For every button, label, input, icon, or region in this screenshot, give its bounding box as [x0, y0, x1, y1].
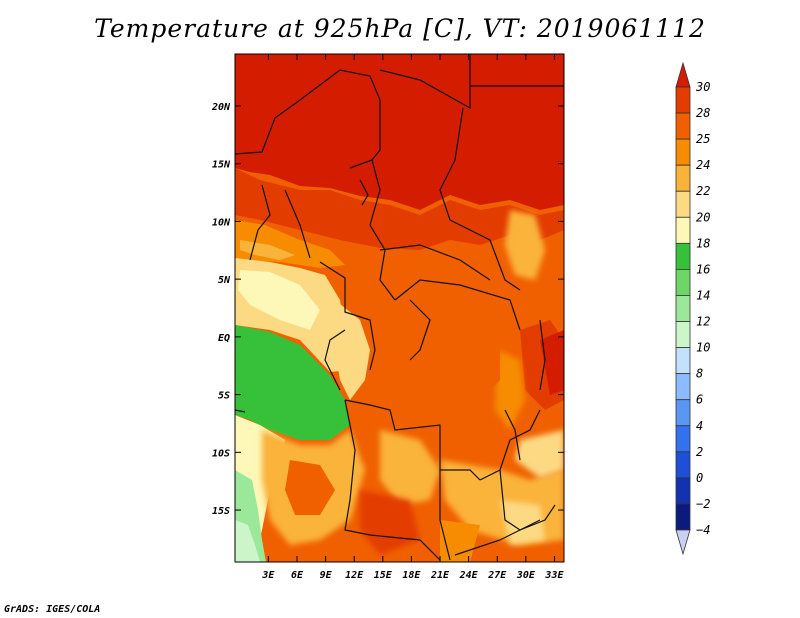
y-tick-label: 15S: [212, 506, 230, 517]
colorbar-label: 6: [696, 393, 703, 407]
colorbar-swatch: [675, 269, 691, 296]
colorbar-swatch: [675, 399, 691, 427]
colorbar-label: 10: [696, 341, 710, 355]
y-axis: 20N 15N 10N 5N EQ 5S 10S 15S: [211, 102, 564, 517]
colorbar-label: 24: [696, 158, 710, 172]
map-frame: [234, 53, 565, 563]
colorbar-swatch: [675, 425, 691, 453]
colorbar-top-triangle: [675, 61, 691, 88]
chart-title: Temperature at 925hPa [C], VT: 201906111…: [94, 14, 706, 43]
colorbar-label: 25: [696, 132, 710, 146]
x-tick-label: 24E: [459, 570, 479, 581]
colorbar-label: 22: [696, 184, 710, 198]
x-tick-label: 30E: [516, 570, 536, 581]
y-tick-label: 10N: [212, 217, 231, 228]
x-tick-label: 33E: [544, 570, 564, 581]
colorbar-label: 2: [696, 445, 703, 459]
colorbar-swatch: [675, 373, 691, 401]
y-tick-label: 10S: [212, 448, 230, 459]
x-tick-label: 21E: [430, 570, 450, 581]
y-tick-label: 5S: [218, 391, 230, 402]
x-tick-label: 6E: [291, 570, 304, 581]
colorbar-label: −4: [696, 523, 710, 537]
colorbar-swatch: [675, 347, 691, 375]
colorbar-label: 12: [696, 315, 710, 329]
colorbar-swatch: [675, 321, 691, 348]
colorbar-swatch: [675, 295, 691, 322]
x-tick-label: 12E: [345, 570, 364, 581]
x-tick-label: 15E: [374, 570, 393, 581]
colorbar-label: 28: [696, 106, 710, 120]
colorbar-swatch: [675, 164, 691, 192]
x-axis: 3E 6E 9E 12E 15E 18E 21E 24E 27E 30E 33E: [261, 54, 564, 581]
colorbar-bottom-triangle: [675, 529, 691, 556]
colorbar-label: 4: [696, 419, 703, 433]
country-borders: [235, 54, 564, 561]
colorbar-swatch: [675, 216, 691, 244]
colorbar-swatch: [675, 138, 691, 166]
colorbar-swatch: [675, 477, 691, 505]
temperature-field: [235, 54, 564, 562]
colorbar-label: −2: [696, 497, 710, 511]
x-tick-label: 18E: [402, 570, 421, 581]
colorbar-label: 16: [696, 262, 710, 276]
colorbar-label: 14: [696, 288, 710, 302]
x-tick-label: 9E: [320, 570, 333, 581]
y-tick-label: EQ: [218, 333, 230, 344]
colorbar-label: 18: [696, 236, 710, 250]
x-tick-label: 3E: [261, 570, 275, 581]
colorbar-swatch: [675, 451, 691, 479]
colorbar-label: 0: [696, 471, 703, 485]
y-tick-label: 20N: [211, 102, 231, 113]
colorbar-swatch: [675, 503, 691, 531]
x-tick-label: 27E: [487, 570, 507, 581]
colorbar-swatch: [675, 86, 691, 114]
credit-label: GrADS: IGES/COLA: [4, 604, 101, 615]
colorbar-label: 20: [696, 210, 710, 224]
y-tick-label: 5N: [218, 275, 231, 286]
colorbar-swatch: [675, 190, 691, 218]
colorbar-label: 8: [696, 367, 703, 381]
colorbar-label: 30: [695, 80, 710, 94]
colorbar-swatch: [675, 242, 691, 270]
y-tick-label: 15N: [212, 160, 231, 171]
colorbar-swatch: [675, 112, 691, 140]
